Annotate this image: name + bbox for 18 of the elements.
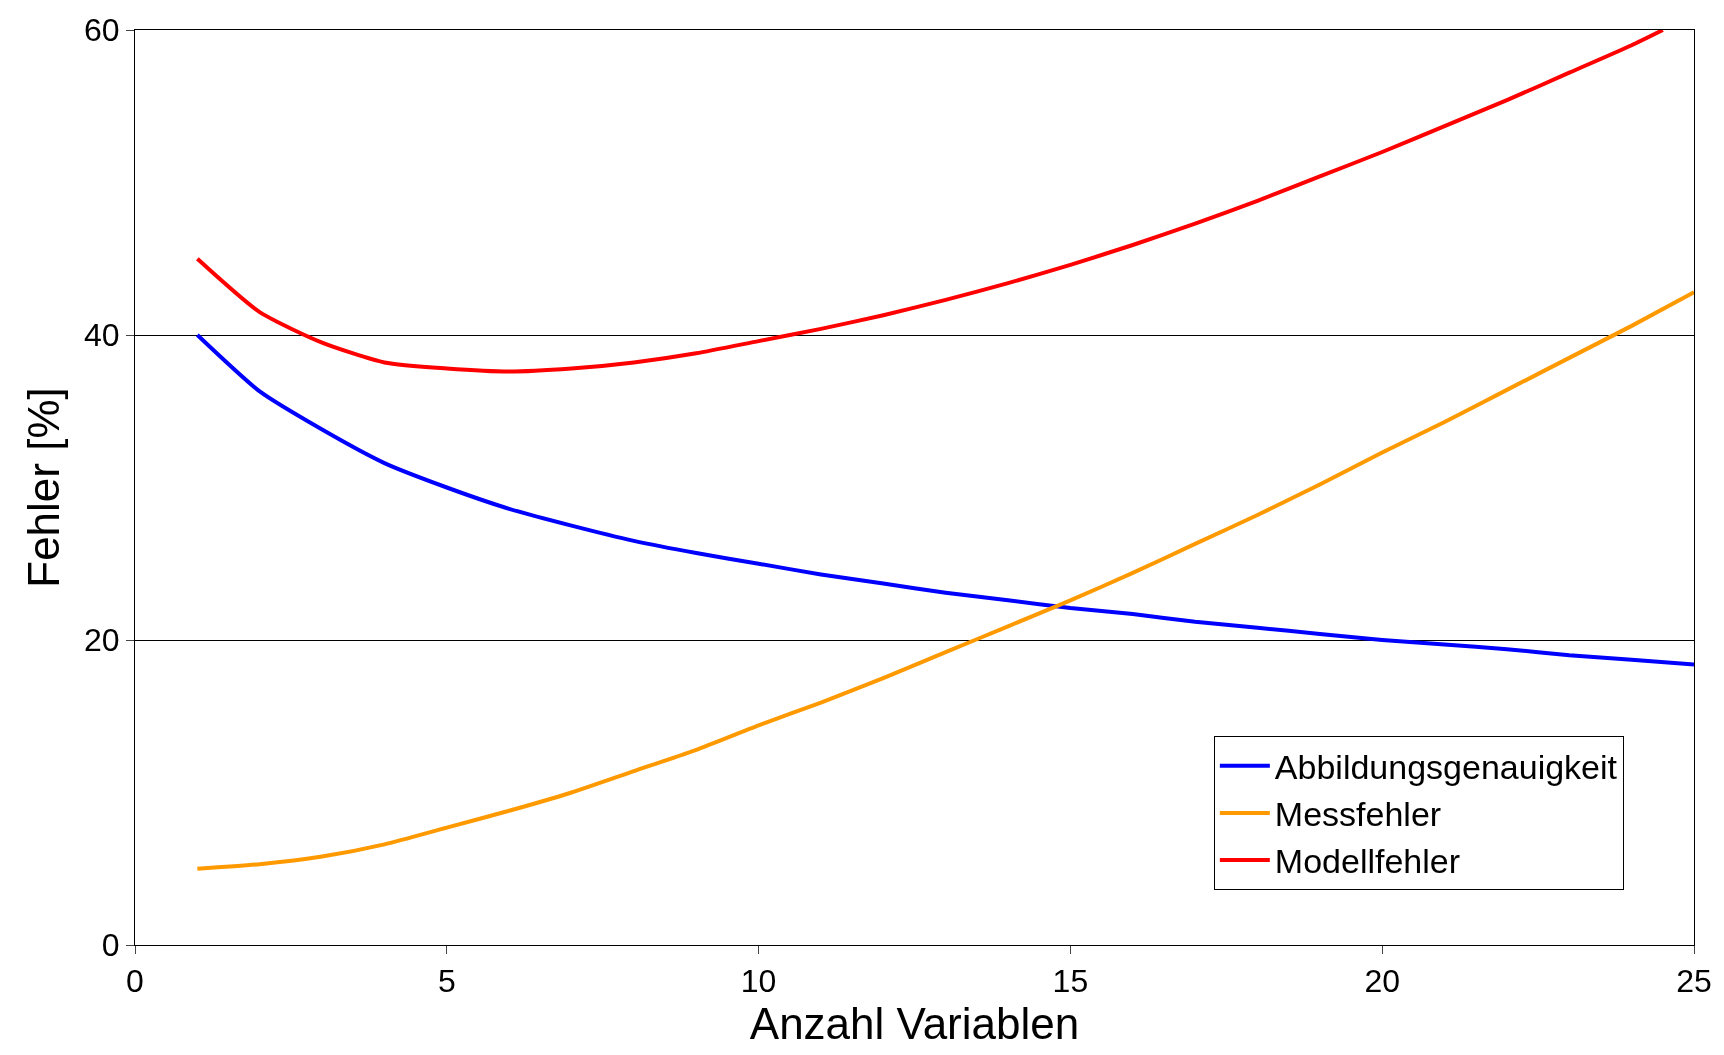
legend-label: Modellfehler xyxy=(1274,842,1461,881)
line-series xyxy=(195,30,1665,374)
legend-label: Abbildungsgenauigkeit xyxy=(1274,747,1618,786)
line-series xyxy=(195,333,1694,667)
y-tick-label: 20 xyxy=(84,622,120,659)
y-tick-label: 40 xyxy=(84,317,120,354)
y-tick-label: 0 xyxy=(101,927,120,964)
x-tick-label: 5 xyxy=(437,963,456,1000)
x-tick-label: 20 xyxy=(1364,963,1400,1000)
x-axis-title: Anzahl Variablen xyxy=(749,999,1080,1049)
x-tick-label: 0 xyxy=(126,963,144,1000)
y-tick-label: 60 xyxy=(84,12,120,49)
x-tick-label: 15 xyxy=(1052,963,1089,1000)
line-series xyxy=(195,290,1694,871)
x-tick-label: 10 xyxy=(740,963,777,1000)
legend-label: Messfehler xyxy=(1274,795,1442,834)
x-tick-label: 25 xyxy=(1676,963,1712,1000)
y-axis-title: Fehler [%] xyxy=(19,387,69,588)
